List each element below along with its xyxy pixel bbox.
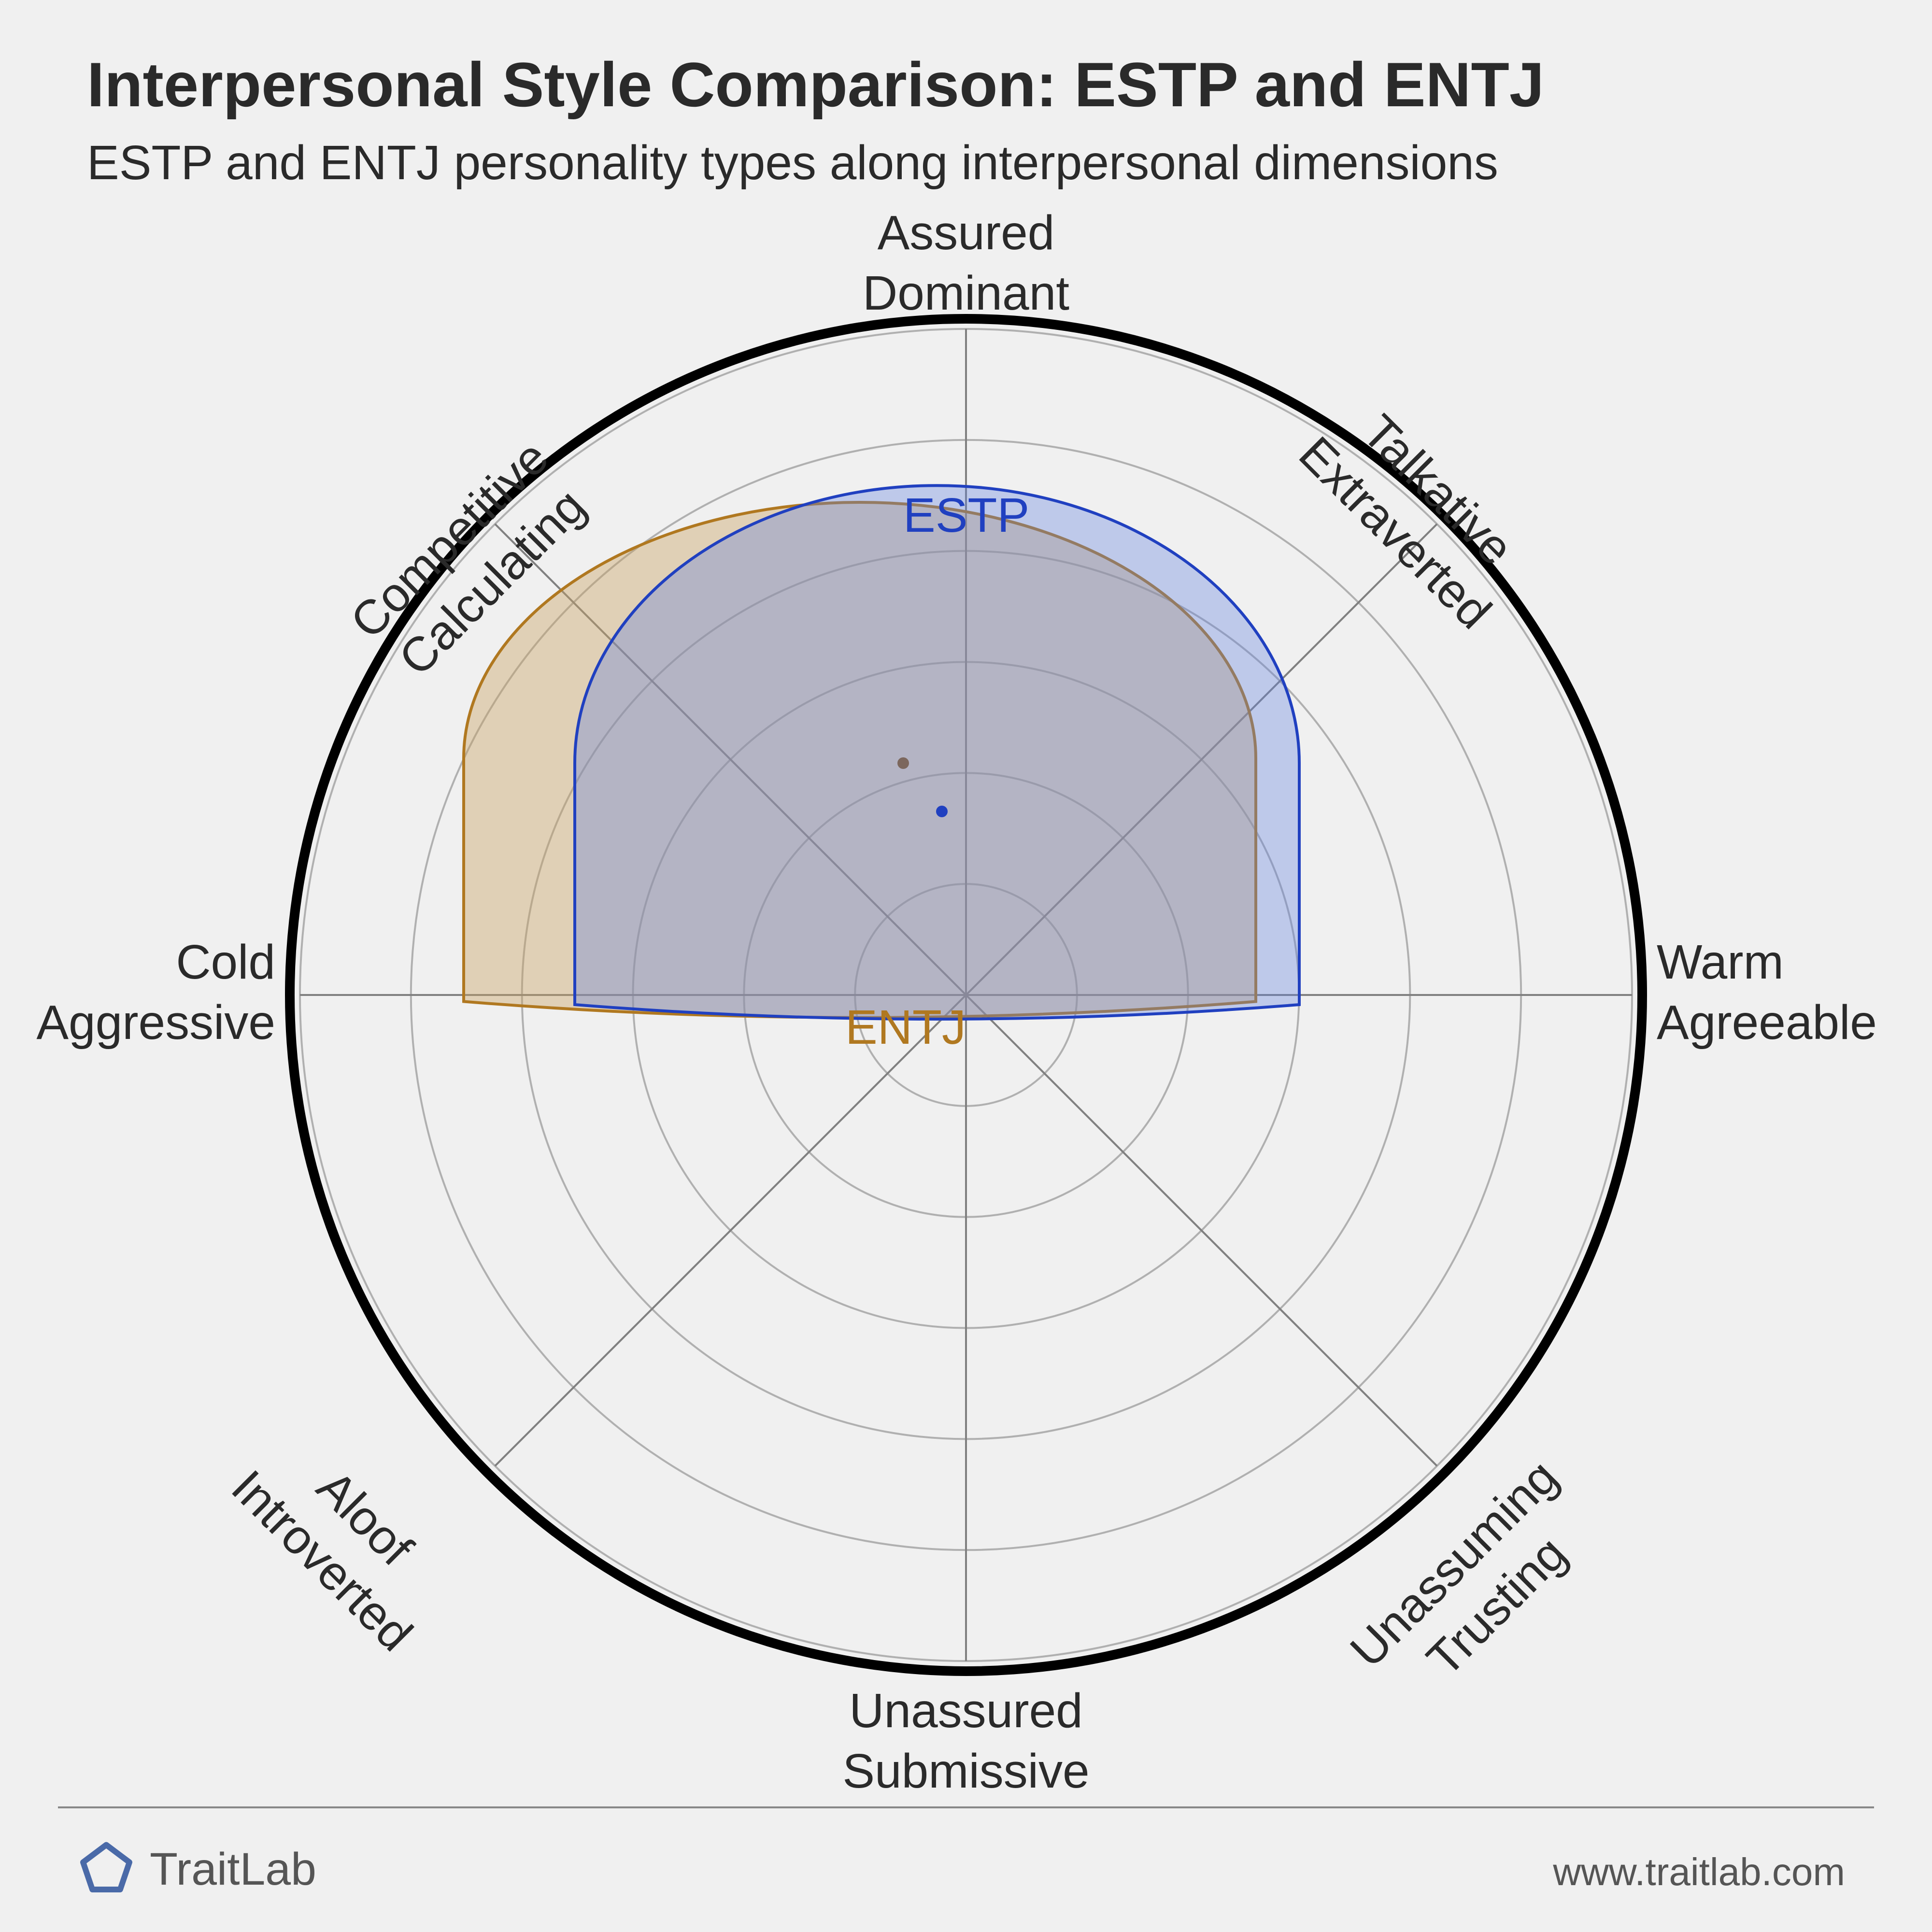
chart-subtitle: ESTP and ENTJ personality types along in…	[87, 135, 1498, 191]
footer-brand-block: TraitLab	[77, 1840, 316, 1898]
series-label-entj: ENTJ	[845, 1000, 966, 1055]
axis-label-bottom: Unassured Submissive	[821, 1681, 1111, 1802]
series-label-estp: ESTP	[903, 488, 1029, 543]
chart-title: Interpersonal Style Comparison: ESTP and…	[87, 48, 1544, 121]
brand-logo-icon	[77, 1840, 135, 1898]
chart-container: Interpersonal Style Comparison: ESTP and…	[0, 0, 1932, 1932]
axis-label-left: Cold Aggressive	[5, 932, 275, 1053]
axis-label-right: Warm Agreeable	[1657, 932, 1927, 1053]
axis-label-top: Assured Dominant	[821, 203, 1111, 324]
brand-url: www.traitlab.com	[1553, 1850, 1845, 1894]
footer-divider	[58, 1806, 1874, 1808]
brand-name: TraitLab	[150, 1843, 316, 1896]
